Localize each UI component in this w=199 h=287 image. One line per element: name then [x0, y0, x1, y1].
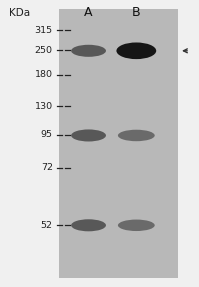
Text: 315: 315	[35, 26, 53, 35]
Text: 250: 250	[35, 46, 53, 55]
Text: 130: 130	[35, 102, 53, 111]
Text: A: A	[84, 6, 93, 20]
Ellipse shape	[118, 220, 155, 231]
Bar	[59, 9, 178, 278]
Text: 180: 180	[35, 70, 53, 79]
Text: KDa: KDa	[9, 8, 30, 18]
Text: 95: 95	[41, 130, 53, 139]
Ellipse shape	[71, 129, 106, 141]
Ellipse shape	[118, 130, 155, 141]
Text: 52: 52	[41, 221, 53, 230]
Text: B: B	[132, 6, 141, 20]
Text: 72: 72	[41, 163, 53, 172]
Ellipse shape	[71, 45, 106, 57]
Ellipse shape	[71, 219, 106, 231]
Ellipse shape	[116, 42, 156, 59]
